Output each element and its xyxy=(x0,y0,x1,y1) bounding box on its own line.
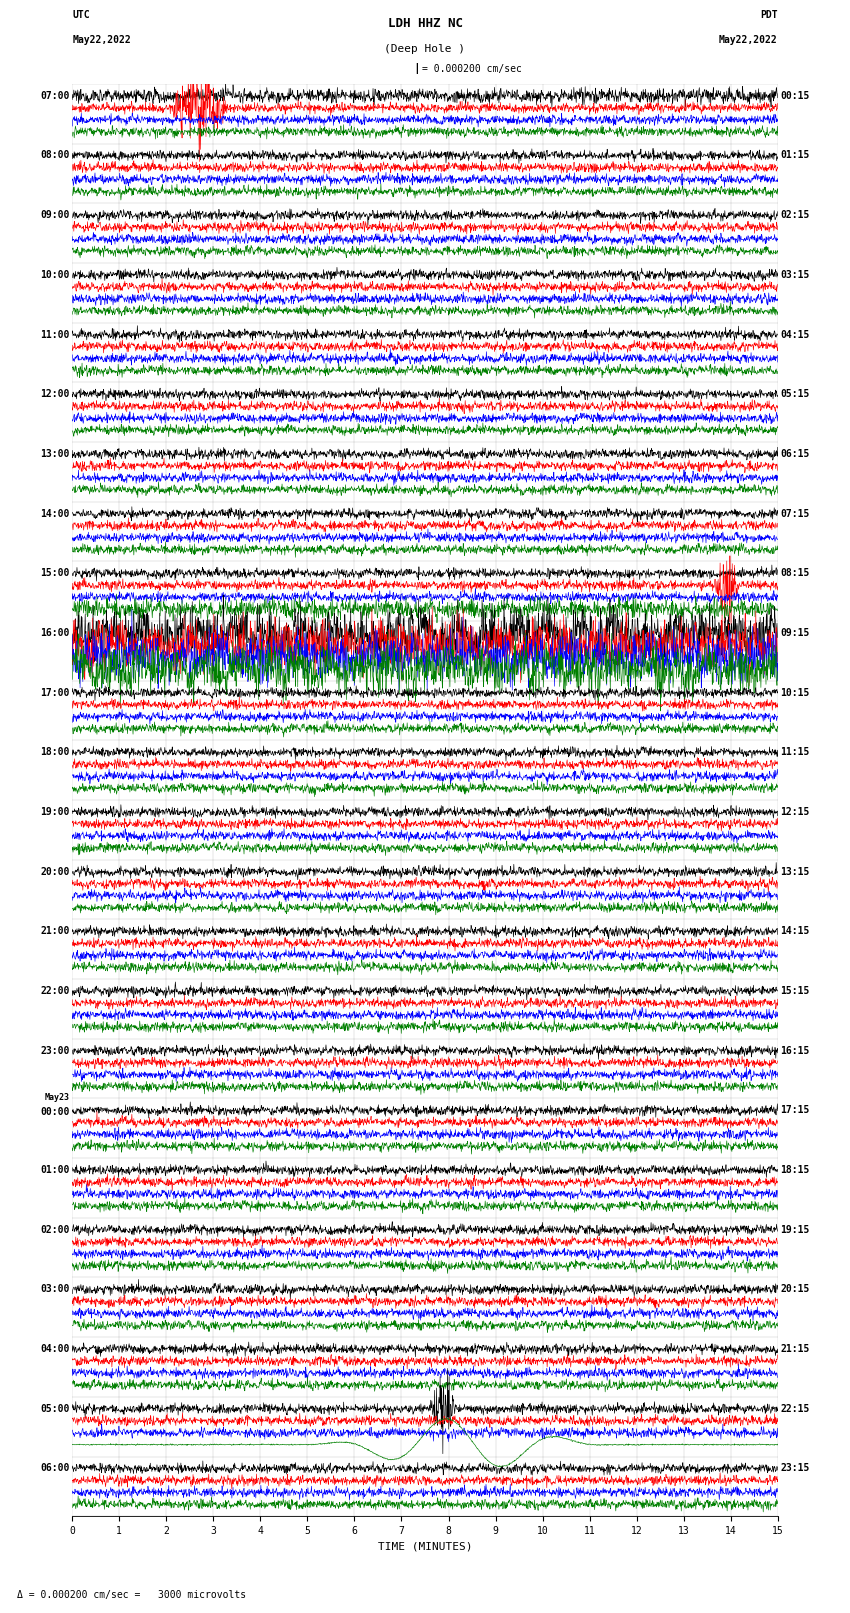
Text: 18:15: 18:15 xyxy=(780,1165,810,1174)
X-axis label: TIME (MINUTES): TIME (MINUTES) xyxy=(377,1542,473,1552)
Text: May22,2022: May22,2022 xyxy=(719,35,778,45)
Text: 00:15: 00:15 xyxy=(780,90,810,100)
Text: 06:15: 06:15 xyxy=(780,448,810,458)
Text: 10:15: 10:15 xyxy=(780,687,810,697)
Text: 04:15: 04:15 xyxy=(780,329,810,339)
Text: LDH HHZ NC: LDH HHZ NC xyxy=(388,16,462,29)
Text: 09:00: 09:00 xyxy=(40,210,70,219)
Text: 12:15: 12:15 xyxy=(780,806,810,816)
Text: (Deep Hole ): (Deep Hole ) xyxy=(384,44,466,53)
Text: 08:00: 08:00 xyxy=(40,150,70,160)
Text: 17:00: 17:00 xyxy=(40,687,70,697)
Text: May23: May23 xyxy=(45,1094,70,1102)
Text: 03:15: 03:15 xyxy=(780,269,810,279)
Text: |: | xyxy=(413,63,420,74)
Text: 23:00: 23:00 xyxy=(40,1045,70,1055)
Text: 07:15: 07:15 xyxy=(780,508,810,518)
Text: Δ = 0.000200 cm/sec =   3000 microvolts: Δ = 0.000200 cm/sec = 3000 microvolts xyxy=(17,1590,246,1600)
Text: 09:15: 09:15 xyxy=(780,627,810,637)
Text: 21:15: 21:15 xyxy=(780,1344,810,1353)
Text: 19:00: 19:00 xyxy=(40,806,70,816)
Text: PDT: PDT xyxy=(760,10,778,19)
Text: 16:15: 16:15 xyxy=(780,1045,810,1055)
Text: 14:15: 14:15 xyxy=(780,926,810,936)
Text: 22:15: 22:15 xyxy=(780,1403,810,1413)
Text: 18:00: 18:00 xyxy=(40,747,70,756)
Text: 14:00: 14:00 xyxy=(40,508,70,518)
Text: 11:15: 11:15 xyxy=(780,747,810,756)
Text: 16:00: 16:00 xyxy=(40,627,70,637)
Text: = 0.000200 cm/sec: = 0.000200 cm/sec xyxy=(422,65,522,74)
Text: 02:00: 02:00 xyxy=(40,1224,70,1234)
Text: 05:00: 05:00 xyxy=(40,1403,70,1413)
Text: 15:15: 15:15 xyxy=(780,986,810,995)
Text: 20:00: 20:00 xyxy=(40,866,70,876)
Text: UTC: UTC xyxy=(72,10,90,19)
Text: 12:00: 12:00 xyxy=(40,389,70,398)
Text: 11:00: 11:00 xyxy=(40,329,70,339)
Text: 01:00: 01:00 xyxy=(40,1165,70,1174)
Text: 04:00: 04:00 xyxy=(40,1344,70,1353)
Text: 10:00: 10:00 xyxy=(40,269,70,279)
Text: 20:15: 20:15 xyxy=(780,1284,810,1294)
Text: 01:15: 01:15 xyxy=(780,150,810,160)
Text: 13:15: 13:15 xyxy=(780,866,810,876)
Text: 15:00: 15:00 xyxy=(40,568,70,577)
Text: 05:15: 05:15 xyxy=(780,389,810,398)
Text: 17:15: 17:15 xyxy=(780,1105,810,1115)
Text: 00:00: 00:00 xyxy=(40,1107,70,1118)
Text: May22,2022: May22,2022 xyxy=(72,35,131,45)
Text: 06:00: 06:00 xyxy=(40,1463,70,1473)
Text: 13:00: 13:00 xyxy=(40,448,70,458)
Text: 23:15: 23:15 xyxy=(780,1463,810,1473)
Text: 19:15: 19:15 xyxy=(780,1224,810,1234)
Text: 07:00: 07:00 xyxy=(40,90,70,100)
Text: 22:00: 22:00 xyxy=(40,986,70,995)
Text: 21:00: 21:00 xyxy=(40,926,70,936)
Text: 03:00: 03:00 xyxy=(40,1284,70,1294)
Text: 02:15: 02:15 xyxy=(780,210,810,219)
Text: 08:15: 08:15 xyxy=(780,568,810,577)
